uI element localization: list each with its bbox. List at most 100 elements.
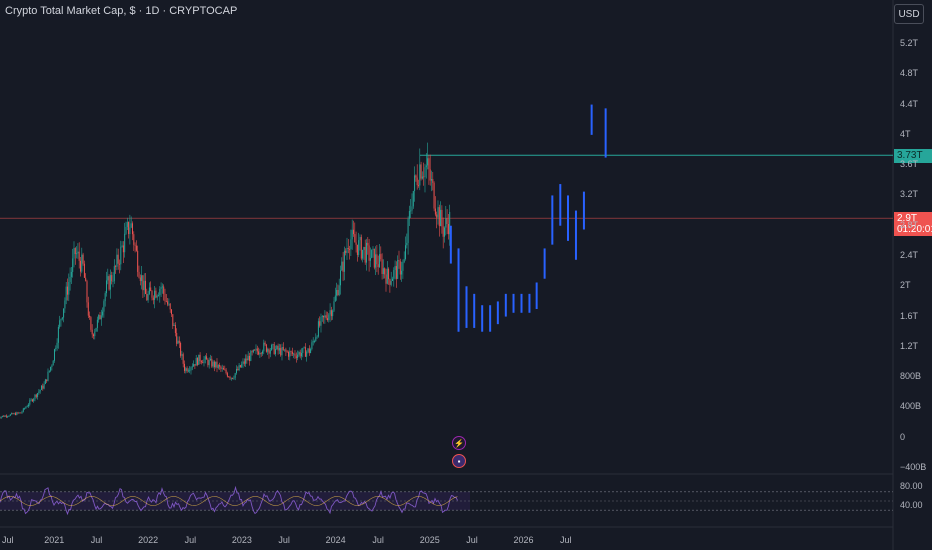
time-tick-label: Jul bbox=[560, 535, 572, 545]
candle-body bbox=[195, 357, 197, 366]
candle-body bbox=[38, 391, 40, 394]
candle-body bbox=[398, 260, 400, 262]
candle-body bbox=[163, 286, 165, 294]
candle-body bbox=[346, 247, 348, 253]
candle-body bbox=[143, 280, 145, 291]
candle-body bbox=[380, 254, 382, 260]
candle-body bbox=[381, 259, 383, 274]
candle-body bbox=[56, 342, 58, 349]
candle-body bbox=[369, 257, 371, 261]
price-tick-label: 400B bbox=[900, 401, 922, 412]
candle-body bbox=[297, 354, 299, 358]
candle-body bbox=[375, 254, 377, 268]
candle-body bbox=[161, 286, 163, 288]
candle-body bbox=[234, 373, 236, 378]
us-flag-icon[interactable]: ▪ bbox=[452, 454, 466, 468]
candle-body bbox=[206, 356, 208, 360]
candle-body bbox=[128, 222, 130, 235]
time-tick-label: 2021 bbox=[44, 535, 65, 545]
candle-body bbox=[47, 371, 49, 381]
candle-body bbox=[411, 206, 413, 211]
candle-body bbox=[160, 287, 162, 289]
candle-body bbox=[403, 259, 405, 263]
candle-body bbox=[427, 158, 429, 166]
time-tick-label: Jul bbox=[372, 535, 384, 545]
candle-body bbox=[109, 275, 111, 290]
candle-body bbox=[421, 176, 423, 179]
candle-body bbox=[390, 280, 392, 285]
candle-body bbox=[14, 413, 16, 415]
candle-body bbox=[315, 337, 317, 342]
candle-body bbox=[436, 214, 438, 218]
candle-body bbox=[115, 266, 117, 267]
price-tick-label: 4T bbox=[900, 128, 911, 139]
candle-body bbox=[406, 242, 408, 246]
candle-body bbox=[174, 324, 176, 333]
rsi-line bbox=[0, 485, 458, 516]
candle-body bbox=[225, 369, 227, 374]
currency-button[interactable]: USD bbox=[894, 4, 924, 24]
candle-body bbox=[81, 254, 83, 272]
candle-body bbox=[122, 245, 124, 253]
candle-body bbox=[371, 249, 373, 258]
candle-body bbox=[300, 353, 302, 357]
lightning-icon[interactable]: ⚡ bbox=[452, 436, 466, 450]
candle-body bbox=[358, 240, 360, 255]
candle-body bbox=[254, 349, 256, 351]
candle-body bbox=[229, 376, 231, 379]
last-price-value: 2.9T bbox=[897, 213, 918, 224]
candle-body bbox=[68, 281, 70, 295]
candle-body bbox=[407, 218, 409, 243]
candle-body bbox=[167, 301, 169, 305]
last-price-label: 2.9T 01:20:01 bbox=[894, 212, 932, 236]
price-tick-label: 1.2T bbox=[900, 340, 919, 351]
candle-body bbox=[30, 399, 32, 401]
candle-body bbox=[152, 297, 154, 300]
candle-body bbox=[103, 301, 105, 312]
candle-body bbox=[425, 165, 427, 168]
candle-body bbox=[384, 268, 386, 275]
candle-body bbox=[70, 271, 72, 277]
candle-body bbox=[222, 368, 224, 370]
candle-body bbox=[271, 344, 273, 351]
candle-body bbox=[12, 413, 14, 415]
candle-body bbox=[147, 293, 149, 301]
candle-body bbox=[108, 276, 110, 290]
candle-body bbox=[173, 324, 175, 326]
candle-body bbox=[138, 271, 140, 278]
candle-body bbox=[120, 246, 122, 265]
candle-body bbox=[185, 368, 187, 371]
rsi-tick-label: 40.00 bbox=[900, 499, 923, 510]
candle-body bbox=[437, 207, 439, 218]
candle-body bbox=[268, 349, 270, 354]
candle-body bbox=[251, 351, 253, 353]
candle-body bbox=[53, 349, 55, 361]
candle-body bbox=[276, 345, 278, 350]
candle-body bbox=[363, 246, 365, 250]
candle-body bbox=[25, 406, 27, 409]
candle-body bbox=[394, 266, 396, 270]
candle-body bbox=[198, 354, 200, 365]
candle-body bbox=[9, 414, 11, 416]
candle-body bbox=[308, 348, 310, 354]
candle-body bbox=[55, 348, 57, 350]
candle-body bbox=[258, 351, 260, 355]
candle-body bbox=[311, 342, 313, 350]
candle-body bbox=[105, 280, 107, 294]
candle-body bbox=[320, 316, 322, 326]
candle-body bbox=[293, 353, 295, 355]
candle-body bbox=[289, 351, 291, 357]
candle-body bbox=[190, 367, 192, 371]
candle-body bbox=[220, 366, 222, 369]
candle-body bbox=[341, 261, 343, 271]
candle-body bbox=[79, 260, 81, 272]
candle-body bbox=[281, 346, 283, 356]
candle-body bbox=[241, 364, 243, 368]
candle-body bbox=[221, 368, 223, 369]
candle-body bbox=[85, 277, 87, 282]
candle-body bbox=[90, 317, 92, 330]
candle-body bbox=[304, 347, 306, 357]
candle-body bbox=[212, 361, 214, 367]
candle-body bbox=[252, 349, 254, 353]
